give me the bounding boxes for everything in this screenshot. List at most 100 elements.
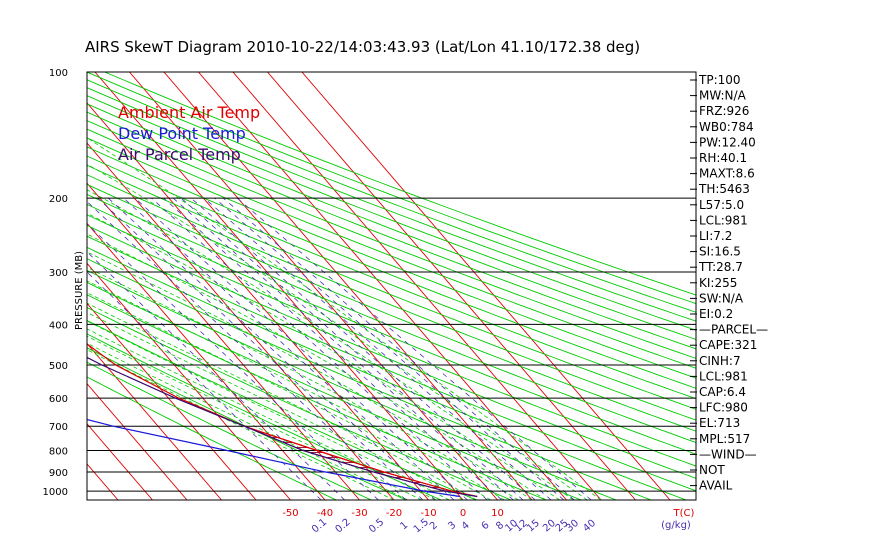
mixing-ratio-tick-label: 1 — [398, 520, 410, 533]
isobars — [87, 197, 696, 492]
y-tick-label: 600 — [49, 394, 68, 405]
side-panel-item: CAP:6.4 — [699, 385, 746, 399]
series-line — [87, 343, 478, 498]
isotherm-line — [301, 72, 671, 500]
isotherm-line — [87, 423, 153, 500]
mixing-ratio-line — [172, 197, 514, 500]
isotherm-line — [87, 302, 257, 500]
dry-adiabat-line — [87, 235, 696, 492]
side-panel-item: LCL:981 — [699, 369, 748, 383]
dry-adiabat-line — [87, 137, 696, 379]
legend-entry: Dew Point Temp — [118, 124, 246, 143]
mixing-ratio-tick-label: 4 — [460, 520, 472, 533]
dry-adiabat-line — [87, 79, 696, 313]
bottom-tick-label: 10 — [491, 508, 504, 519]
mixing-ratio-line — [87, 271, 322, 500]
dry-adiabat-line — [87, 203, 696, 455]
mixing-ratio-line — [204, 197, 552, 500]
dry-adiabat-line — [87, 72, 696, 305]
isotherm-line — [0, 72, 84, 500]
moist-adiabat-line — [87, 292, 491, 500]
dry-adiabat-line — [87, 246, 687, 500]
isotherm-line — [87, 262, 291, 500]
dry-adiabat-line — [87, 294, 547, 500]
dry-adiabat-line — [104, 72, 696, 296]
side-panel-item: L57:5.0 — [699, 198, 744, 212]
side-panel-item: EL:713 — [699, 416, 740, 430]
bottom-tick-label: -40 — [317, 508, 333, 519]
dry-adiabat-line — [87, 361, 372, 500]
mixing-ratio-tick-label: 40 — [581, 518, 598, 535]
mixing-ratio-tick-label: 3 — [446, 520, 458, 533]
bottom-axis-unit: T(C) — [673, 508, 695, 519]
y-tick-label: 700 — [49, 422, 68, 433]
mixing-ratio-unit: (g/kg) — [661, 520, 691, 531]
legend: Ambient Air Temp Dew Point Temp Air Parcel… — [118, 103, 260, 164]
side-panel-item: NOT — [699, 463, 725, 477]
dry-adiabat-line — [87, 281, 582, 500]
dry-adiabat-line — [87, 164, 696, 410]
y-tick-label: 500 — [49, 361, 68, 372]
mixing-ratio-line — [108, 197, 436, 500]
grid — [0, 72, 696, 500]
side-panel-item: MPL:517 — [699, 432, 750, 446]
dry-adiabat-line — [87, 376, 337, 500]
bottom-tick-label: 0 — [460, 508, 466, 519]
dry-adiabat-line — [87, 306, 512, 500]
side-panel-item: LFC:980 — [699, 401, 748, 415]
y-tick-label: 800 — [49, 447, 68, 458]
dry-adiabat-line — [87, 111, 696, 350]
series-lines — [87, 343, 478, 498]
moist-adiabat-line — [87, 163, 588, 500]
dry-adiabat-line — [87, 214, 696, 467]
side-panel-item: TH:5463 — [698, 182, 750, 196]
isotherm-line — [87, 182, 360, 500]
dry-adiabat-line — [87, 183, 696, 432]
mixing-ratio-line — [87, 223, 379, 500]
side-panel-item: CINH:7 — [699, 354, 741, 368]
moist-adiabat-line — [87, 251, 533, 500]
moist-adiabat-line — [87, 320, 450, 500]
isotherm-line — [198, 72, 567, 500]
mixing-ratio-tick-label: 15 — [525, 518, 542, 535]
dry-adiabat-line — [87, 120, 696, 359]
dry-adiabat-line — [87, 128, 696, 369]
moist-adiabat-line — [87, 349, 395, 500]
mixing-ratio-tick-label: 2 — [428, 520, 440, 533]
mixing-ratio-line — [236, 197, 592, 500]
mixing-ratio-line — [87, 251, 345, 500]
bottom-axis-labels: -50 -40 -30 -20 -10 0 10 T(C) — [282, 508, 694, 519]
isotherm-line — [87, 463, 119, 500]
mixing-ratio-line — [214, 197, 565, 500]
side-panel-item: TP:100 — [698, 73, 741, 87]
y-tick-label: 900 — [49, 468, 68, 479]
moist-adiabat-line — [87, 137, 602, 500]
side-panel-item: LI:7.2 — [699, 229, 732, 243]
side-panel-item: PW:12.40 — [699, 135, 756, 149]
y-tick-label: 200 — [49, 194, 68, 205]
chart-title: AIRS SkewT Diagram 2010-10-22/14:03:43.9… — [85, 38, 640, 56]
y-tick-label: 100 — [49, 68, 68, 79]
mixing-ratio-tick-label: 8 — [494, 520, 506, 533]
moist-adiabat-line — [87, 302, 477, 500]
mixing-ratio-line — [180, 197, 524, 500]
side-panel-item: MAXT:8.6 — [699, 167, 755, 181]
bottom-tick-label: -50 — [282, 508, 298, 519]
mixing-ratio-tick-label: 6 — [480, 520, 492, 533]
side-panel-item: LCL:981 — [699, 213, 748, 227]
side-panel-item: SI:16.5 — [699, 245, 741, 259]
isotherm-line — [267, 72, 636, 500]
dry-adiabat-line — [87, 269, 617, 500]
mixing-ratio-tick-label: 0.5 — [367, 517, 386, 536]
legend-entry: Air Parcel Temp — [118, 145, 241, 164]
moist-adiabat-line — [87, 212, 560, 500]
plot-frame — [86, 71, 697, 501]
side-panel-item: TT:28.7 — [698, 260, 743, 274]
isotherm-line — [87, 342, 222, 500]
y-axis-labels: 100 200 300 400 500 600 700 800 900 1000 — [43, 68, 68, 498]
y-tick-label: 1000 — [43, 487, 68, 498]
y-axis-title: PRESSURE (MB) — [74, 251, 85, 330]
bottom-tick-label: -30 — [351, 508, 367, 519]
